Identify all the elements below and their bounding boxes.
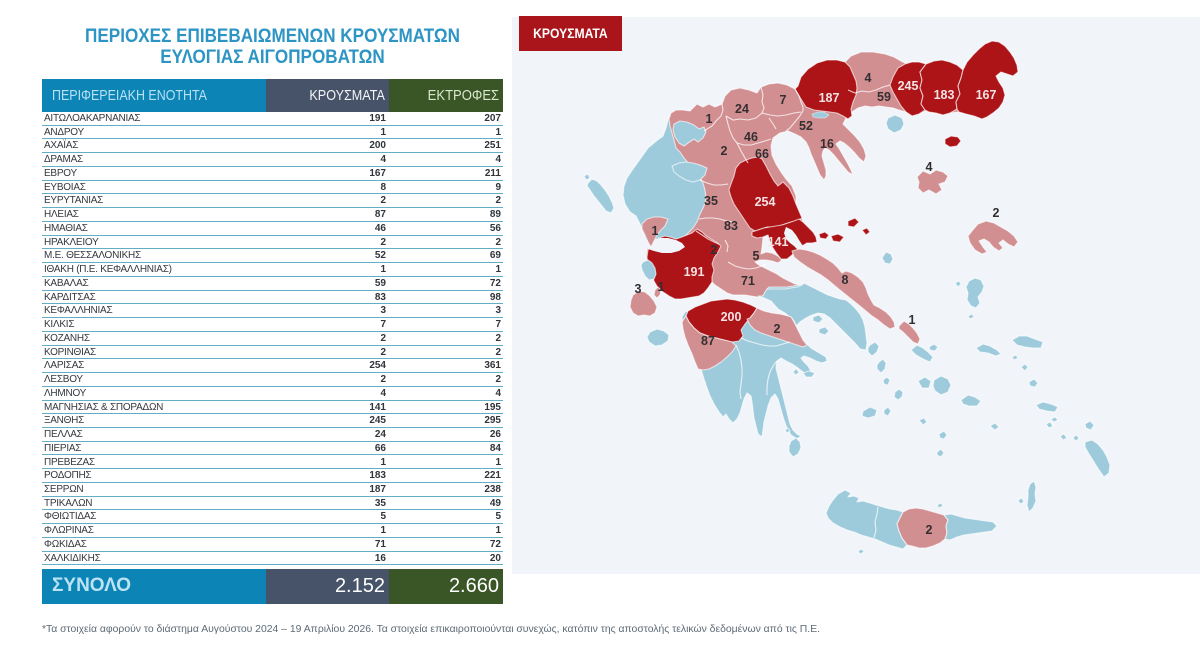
svg-text:2: 2 [993, 206, 1000, 220]
svg-text:83: 83 [724, 219, 738, 233]
svg-text:8: 8 [842, 273, 849, 287]
svg-text:2: 2 [711, 243, 718, 257]
svg-text:167: 167 [976, 88, 997, 102]
svg-text:183: 183 [934, 88, 955, 102]
svg-text:3: 3 [635, 282, 642, 296]
svg-text:35: 35 [704, 194, 718, 208]
svg-text:7: 7 [780, 93, 787, 107]
svg-text:245: 245 [898, 79, 919, 93]
svg-text:141: 141 [768, 235, 789, 249]
svg-text:46: 46 [744, 130, 758, 144]
svg-text:5: 5 [753, 249, 760, 263]
svg-text:66: 66 [755, 147, 769, 161]
svg-text:187: 187 [819, 91, 840, 105]
svg-text:1: 1 [658, 280, 665, 294]
svg-text:254: 254 [755, 195, 776, 209]
svg-text:2: 2 [774, 322, 781, 336]
svg-text:16: 16 [820, 137, 834, 151]
svg-text:59: 59 [877, 90, 891, 104]
svg-text:4: 4 [865, 71, 872, 85]
svg-text:24: 24 [735, 102, 749, 116]
svg-text:1: 1 [909, 313, 916, 327]
svg-text:87: 87 [701, 334, 715, 348]
svg-text:71: 71 [741, 274, 755, 288]
svg-text:200: 200 [721, 310, 742, 324]
svg-text:2: 2 [721, 144, 728, 158]
svg-text:1: 1 [706, 112, 713, 126]
svg-text:52: 52 [799, 119, 813, 133]
svg-text:191: 191 [684, 265, 705, 279]
svg-text:1: 1 [652, 224, 659, 238]
svg-text:2: 2 [926, 523, 933, 537]
svg-text:4: 4 [926, 160, 933, 174]
